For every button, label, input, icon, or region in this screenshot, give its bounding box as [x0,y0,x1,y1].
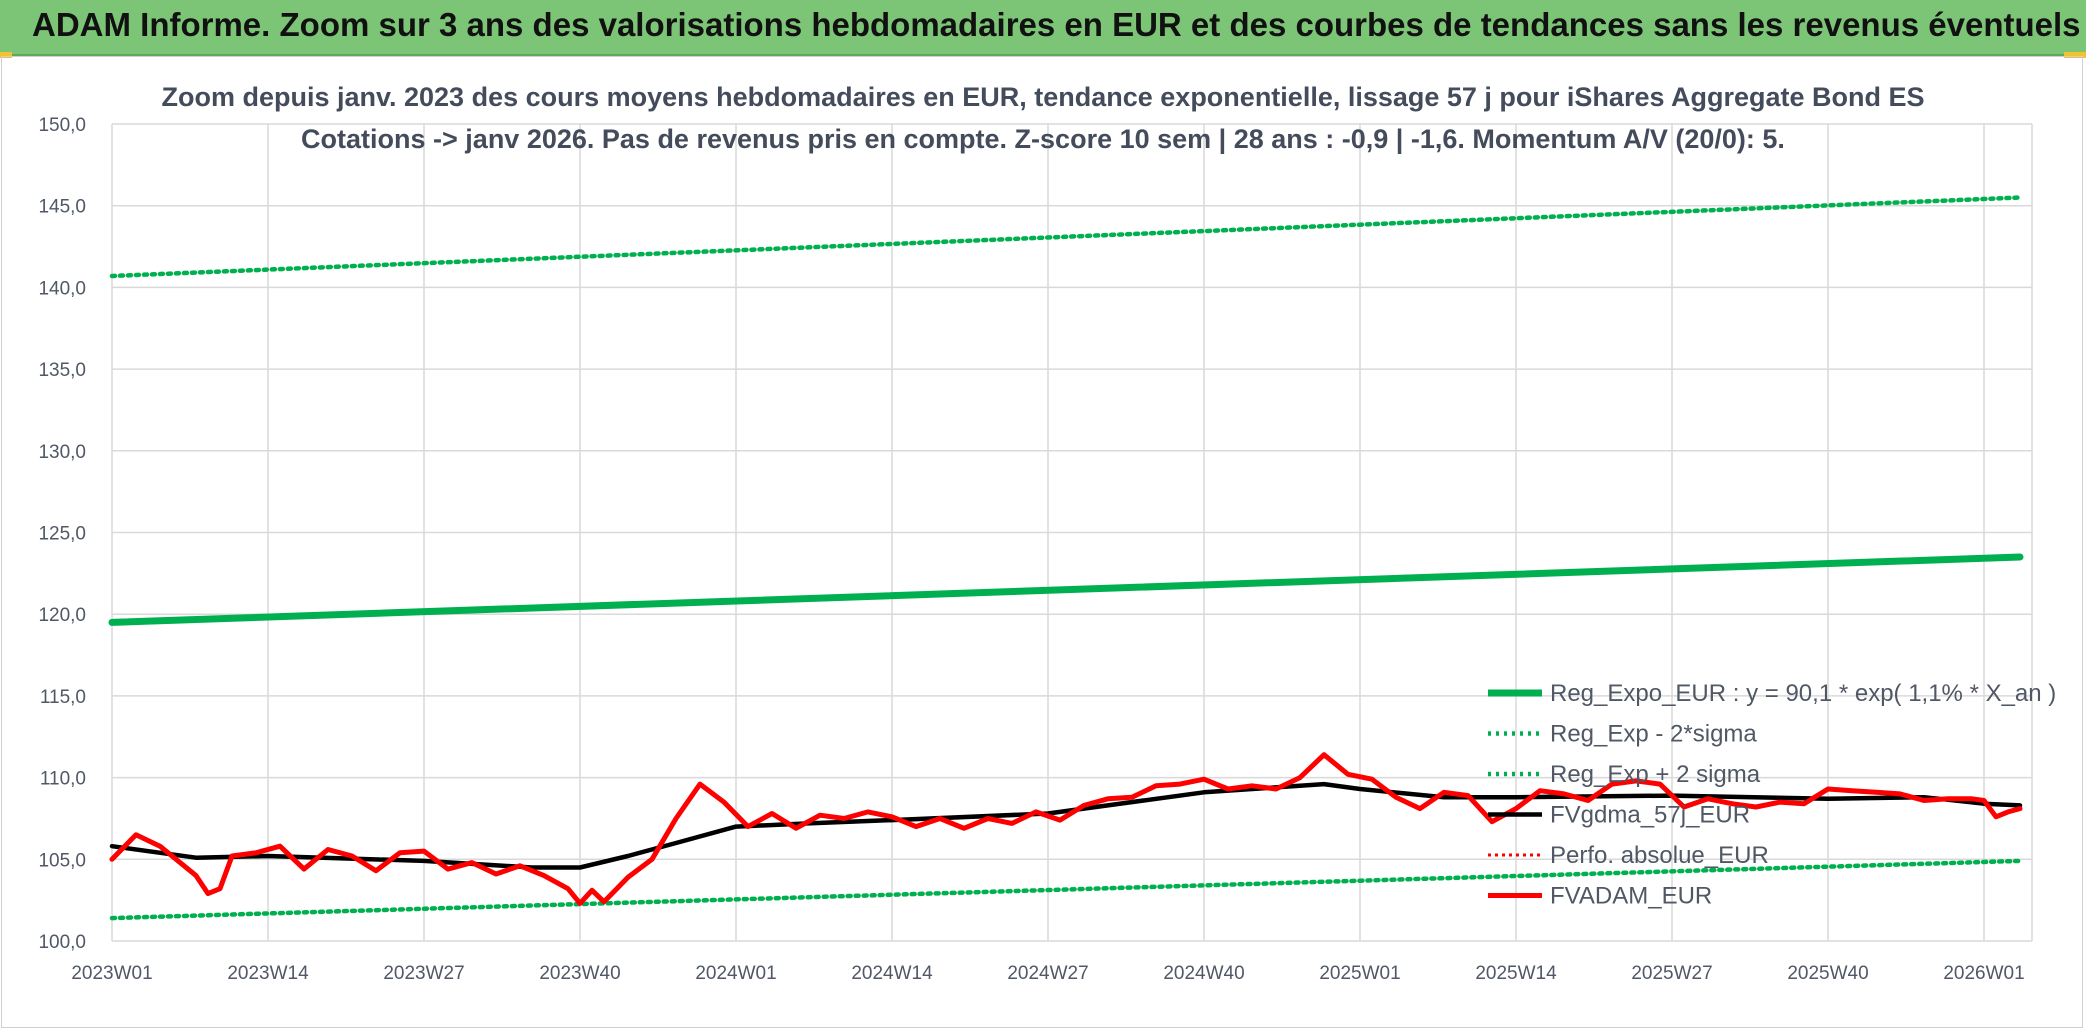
x-tick-label: 2023W01 [71,963,152,984]
legend-label: Reg_Exp - 2*sigma [1550,721,1757,748]
y-tick-label: 140,0 [38,278,86,299]
x-tick-label: 2025W40 [1787,963,1868,984]
legend-label: FVADAM_EUR [1550,883,1712,910]
y-tick-label: 130,0 [38,442,86,463]
y-tick-label: 115,0 [40,687,86,708]
series-layer [108,195,2024,921]
title-banner: ADAM Informe. Zoom sur 3 ans des valoris… [0,0,2086,56]
legend-label: Reg_Expo_EUR : y = 90,1 * exp( 1,1% * X_… [1550,680,2056,707]
x-axis: 2023W01 2023W14 2023W27 2023W40 2024W01 2024W… [71,963,2024,984]
reg-exp-minus-2sigma-line [109,858,2023,921]
x-tick-label: 2025W14 [1475,963,1557,984]
banner-title: ADAM Informe. Zoom sur 3 ans des valoris… [32,6,2081,43]
legend-label: Reg_Exp + 2 sigma [1550,761,1761,788]
x-tick-label: 2024W14 [851,963,933,984]
x-tick-label: 2024W40 [1163,963,1244,984]
reg-exp-plus-2sigma-line [109,195,2023,279]
x-tick-label: 2024W27 [1007,963,1088,984]
chart-title: Zoom depuis janv. 2023 des cours moyens … [161,82,1925,112]
y-axis: 100,0 105,0 110,0 115,0 120,0 125,0 130,0 135,0… [38,115,86,953]
y-tick-label: 105,0 [38,850,86,871]
legend-label: FVgdma_57j_EUR [1550,802,1750,829]
y-tick-label: 135,0 [38,360,86,381]
y-tick-label: 100,0 [38,932,86,953]
chart-subtitle: Cotations -> janv 2026. Pas de revenus p… [301,124,1785,154]
chart-frame [1,56,2083,1028]
x-tick-label: 2024W01 [695,963,776,984]
y-tick-label: 150,0 [38,115,86,136]
x-tick-label: 2023W40 [539,963,620,984]
x-tick-label: 2023W27 [383,963,464,984]
banner-accent-right [2064,52,2086,58]
y-tick-label: 125,0 [38,524,86,545]
y-tick-label: 120,0 [38,605,86,626]
y-tick-label: 110,0 [40,769,86,790]
x-tick-label: 2026W01 [1943,963,2024,984]
x-tick-label: 2025W01 [1319,963,1400,984]
fvadam-line [109,752,2023,906]
legend-label: Perfo. absolue_EUR [1550,842,1769,869]
legend: Reg_Expo_EUR : y = 90,1 * exp( 1,1% * X_… [1488,680,2056,910]
reg-expo-line [108,553,2024,626]
banner-accent-left [0,52,12,58]
y-tick-label: 145,0 [38,197,86,218]
x-tick-label: 2025W27 [1631,963,1712,984]
x-tick-label: 2023W14 [227,963,309,984]
